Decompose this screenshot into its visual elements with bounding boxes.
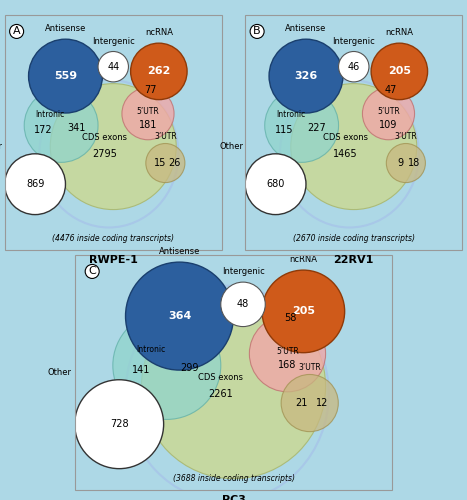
Text: PC3: PC3 [221,495,246,500]
Text: 168: 168 [278,360,297,370]
Text: 115: 115 [275,125,294,135]
Text: Antisense: Antisense [159,247,200,256]
Text: Intronic: Intronic [276,110,305,119]
Text: CDS exons: CDS exons [198,372,243,382]
Ellipse shape [386,144,425,182]
Text: 326: 326 [294,71,318,81]
Text: Other: Other [0,142,2,152]
Text: ncRNA: ncRNA [290,255,318,264]
Text: 5’UTR: 5’UTR [377,107,400,116]
Text: 12: 12 [316,398,329,408]
Text: 26: 26 [168,158,180,168]
Text: 58: 58 [284,313,297,323]
Ellipse shape [24,88,98,162]
Ellipse shape [221,282,265,327]
Text: 559: 559 [54,71,77,81]
Text: 2261: 2261 [208,388,233,398]
Ellipse shape [265,88,339,162]
Text: ncRNA: ncRNA [385,28,413,38]
Ellipse shape [371,43,428,100]
Text: Antisense: Antisense [285,24,326,34]
Text: 22RV1: 22RV1 [333,255,374,265]
Text: Intronic: Intronic [136,345,166,354]
Text: 3’UTR: 3’UTR [298,363,321,372]
Text: Antisense: Antisense [45,24,86,34]
Ellipse shape [126,262,234,370]
Ellipse shape [122,88,174,140]
Text: Intergenic: Intergenic [222,267,264,276]
Ellipse shape [75,380,163,468]
Text: 47: 47 [384,85,397,95]
Text: 141: 141 [132,365,150,375]
Text: 205: 205 [388,66,411,76]
Ellipse shape [98,52,128,82]
Text: Intronic: Intronic [35,110,65,119]
Text: 48: 48 [237,300,249,310]
Text: Other: Other [48,368,71,378]
Text: 364: 364 [168,311,191,321]
Text: 5’UTR: 5’UTR [276,347,299,356]
Text: Intergenic: Intergenic [92,36,134,46]
Text: 18: 18 [409,158,421,168]
Text: (2670 inside coding transcripts): (2670 inside coding transcripts) [293,234,415,243]
Text: 172: 172 [35,125,53,135]
Text: 262: 262 [147,66,170,76]
Text: (3688 inside coding transcripts): (3688 inside coding transcripts) [172,474,295,483]
Ellipse shape [146,144,185,182]
Text: 5’UTR: 5’UTR [137,107,159,116]
Text: Intergenic: Intergenic [333,36,375,46]
Text: Other: Other [219,142,243,152]
Text: 341: 341 [67,123,85,133]
Ellipse shape [269,39,343,113]
Text: B: B [253,26,261,36]
Text: 109: 109 [379,120,398,130]
Text: 728: 728 [110,419,128,429]
Text: 181: 181 [139,120,157,130]
Ellipse shape [28,39,102,113]
Text: 46: 46 [347,62,360,72]
Ellipse shape [291,84,417,210]
Text: C: C [88,266,96,276]
Ellipse shape [262,270,345,352]
Ellipse shape [142,294,325,478]
Text: 9: 9 [397,158,403,168]
Text: RWPE-1: RWPE-1 [89,255,138,265]
Text: 1465: 1465 [333,148,357,158]
Ellipse shape [362,88,415,140]
Text: 299: 299 [180,363,198,373]
Text: 3’UTR: 3’UTR [154,132,177,141]
Text: CDS exons: CDS exons [323,132,368,141]
Text: 77: 77 [144,85,156,95]
Text: 44: 44 [107,62,120,72]
Text: 2795: 2795 [92,148,117,158]
Text: 227: 227 [307,123,326,133]
Text: 680: 680 [266,179,285,189]
Text: 205: 205 [292,306,315,316]
Text: 21: 21 [296,398,308,408]
Text: (4476 inside coding transcripts): (4476 inside coding transcripts) [52,234,174,243]
Text: CDS exons: CDS exons [82,132,127,141]
Ellipse shape [245,154,306,214]
Text: ncRNA: ncRNA [145,28,173,38]
Text: 3’UTR: 3’UTR [395,132,417,141]
Ellipse shape [113,312,221,420]
Text: 869: 869 [26,179,44,189]
Ellipse shape [281,374,338,432]
Ellipse shape [249,316,325,392]
Ellipse shape [50,84,176,210]
Ellipse shape [339,52,369,82]
Ellipse shape [5,154,65,214]
Text: 15: 15 [154,158,166,168]
Text: A: A [13,26,21,36]
Ellipse shape [131,43,187,100]
